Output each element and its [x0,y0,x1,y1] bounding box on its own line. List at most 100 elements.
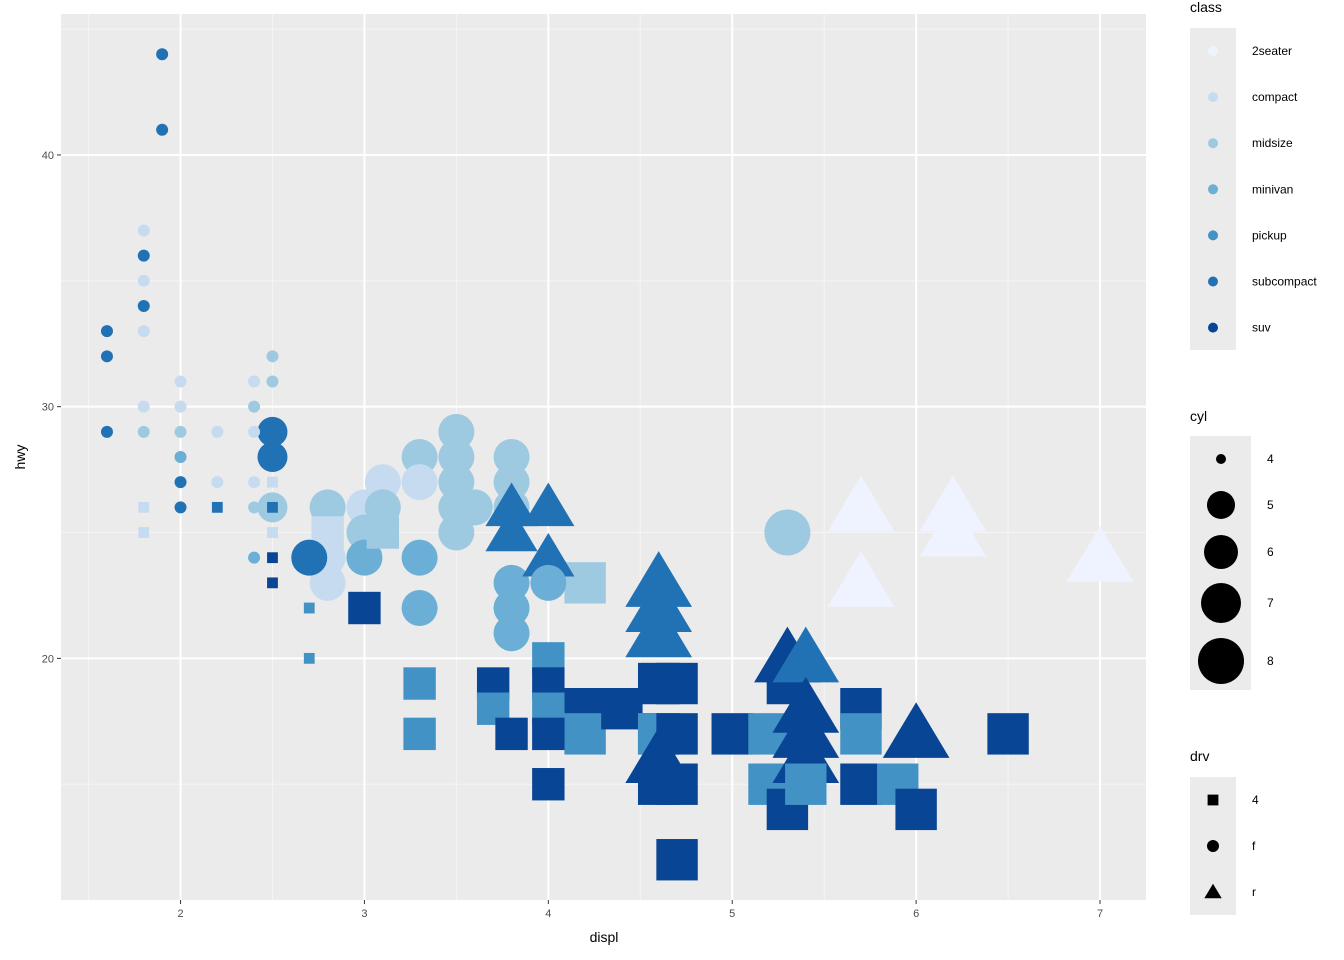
x-tick-label: 3 [361,908,367,920]
legend-key-class [1208,46,1218,56]
legend-key-cyl [1204,535,1238,569]
legend-key-drv [1207,840,1219,852]
data-point [100,425,113,438]
data-point [532,768,565,801]
data-point [656,713,698,755]
legends: class 2seater compact midsize minivan pickup s… [1190,0,1317,915]
data-point [987,713,1029,755]
data-point [401,590,438,627]
data-point [267,577,278,589]
legend-title-drv: drv [1190,748,1209,764]
legend-label-cyl: 4 [1267,452,1274,466]
data-point [840,713,882,755]
data-point [601,688,643,730]
data-point [438,514,475,551]
data-point [248,375,261,388]
legend-key-class [1208,138,1218,149]
data-point [137,224,150,237]
legend-label-class: midsize [1252,136,1293,150]
data-point [493,615,530,652]
data-point [493,439,530,475]
axes: 2 3 4 5 6 7 20 30 40 [42,150,1103,920]
data-point [522,532,575,577]
data-point [174,400,187,413]
data-point [711,713,753,755]
legend-label-cyl: 5 [1267,498,1274,512]
legend-key-class [1208,276,1218,287]
data-point [495,717,528,751]
legend-label-cyl: 8 [1267,654,1274,668]
legend-label-cyl: 6 [1267,545,1274,559]
data-point [174,476,187,489]
legend-label-class: pickup [1252,228,1287,242]
data-point [248,501,261,514]
legend-label-class: 2seater [1252,44,1292,58]
data-point [174,375,187,388]
data-point [827,551,895,607]
legend-key-drv [1204,883,1222,899]
data-point [348,591,381,625]
data-point [309,564,346,601]
data-point [401,539,438,576]
data-point [137,425,150,438]
data-point [137,274,150,287]
legend-label-drv: r [1252,885,1256,899]
legend-key-class [1208,322,1218,333]
data-point [456,489,493,526]
data-point [882,702,950,758]
legend-label-cyl: 7 [1267,596,1274,610]
data-point [530,564,567,601]
legend-key-drv [1207,794,1219,806]
data-point [266,375,279,388]
legend-key-cyl [1216,454,1226,464]
data-point [248,551,261,564]
data-point [364,464,401,501]
data-point [564,562,606,604]
data-point [291,539,328,576]
data-point [211,476,224,489]
legend-key-class [1208,92,1218,103]
data-point [493,590,530,627]
legend-label-class: minivan [1252,182,1293,196]
data-point [303,652,315,664]
data-point [267,476,278,488]
data-point [772,626,840,683]
data-point [827,475,895,532]
legend-key-cyl [1207,491,1235,519]
legend-label-class: compact [1252,90,1298,104]
data-point [267,527,278,538]
data-point [303,602,315,614]
data-point [625,601,693,658]
y-tick-label: 40 [42,150,54,162]
data-point [100,350,113,363]
data-point [257,416,288,447]
data-point [248,425,261,438]
plot-panel [61,14,1146,900]
data-point [156,123,169,136]
data-point [485,482,538,527]
x-tick-label: 4 [545,908,551,920]
y-tick-label: 20 [42,653,54,665]
data-point [138,501,150,513]
data-point [656,662,698,705]
data-point [1066,525,1134,582]
data-point [156,48,169,61]
legend-key-cyl [1198,638,1244,684]
data-point [267,501,278,513]
x-tick-label: 2 [177,908,183,920]
y-tick-label: 30 [42,402,54,414]
data-point [403,667,436,700]
data-point [438,413,475,450]
data-point [138,527,150,538]
legend-label-class: subcompact [1252,275,1317,289]
data-point [257,442,288,472]
legend-title-cyl: cyl [1190,408,1207,424]
legend-key-cyl [1201,583,1241,623]
legend-label-class: suv [1252,321,1271,335]
data-point [266,350,279,363]
data-point [174,451,187,463]
data-point [564,713,606,755]
x-axis-title: displ [590,929,619,945]
data-point [522,482,575,527]
data-point [267,552,278,564]
